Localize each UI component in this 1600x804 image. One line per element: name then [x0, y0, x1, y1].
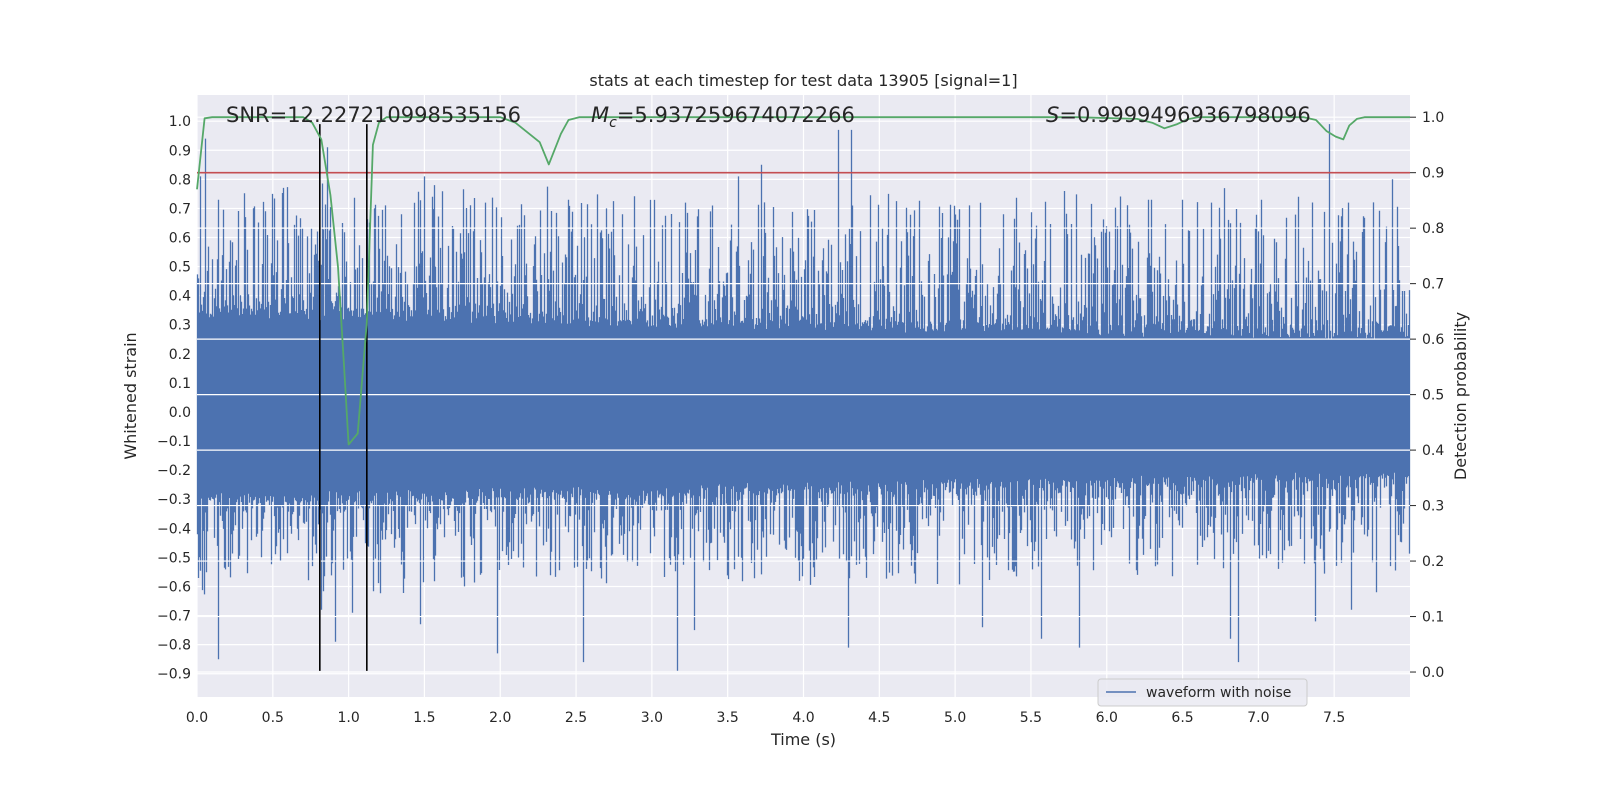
mc-value: =5.937259674072266	[617, 103, 855, 127]
x-tick-label: 6.5	[1171, 710, 1193, 726]
y-tick-label: 0.7	[169, 201, 191, 217]
y2-tick-label: 0.4	[1422, 443, 1444, 459]
y2-tick-label: 0.9	[1422, 166, 1444, 182]
tick-layer: 0.0 0.5 1.0 1.5 2.0 2.5 3.0 3.5 4.0 4.5 5.0 5.5 6.0 6…	[157, 110, 1444, 726]
x-tick-label: 5.0	[944, 710, 966, 726]
y-tick-label: 0.5	[169, 260, 191, 276]
y-tick-label: −0.4	[157, 521, 191, 537]
mc-symbol: M	[591, 103, 609, 127]
y-tick-label: −0.5	[157, 550, 191, 566]
s-symbol: S	[1046, 103, 1059, 127]
x-tick-label: 7.0	[1247, 710, 1269, 726]
chart-title: stats at each timestep for test data 139…	[589, 71, 1017, 90]
overlay-layer	[196, 116, 1410, 671]
x-tick-label: 1.0	[337, 710, 359, 726]
y-tick-label: 0.1	[169, 376, 191, 392]
s-value: =0.9999496936798096	[1059, 103, 1310, 127]
y2-tick-label: 0.2	[1422, 554, 1444, 570]
y-tick-label: 0.4	[169, 289, 191, 305]
y-tick-label: −0.9	[157, 667, 191, 683]
legend-box	[1097, 678, 1308, 707]
legend-label-waveform: waveform with noise	[1146, 685, 1291, 701]
x-tick-label: 2.5	[565, 710, 587, 726]
x-tick-label: 4.0	[792, 710, 814, 726]
mc-subscript: c	[609, 115, 617, 131]
y-tick-label: −0.2	[157, 463, 191, 479]
y2-axis-label: Detection probability	[1451, 312, 1470, 480]
x-tick-label: 5.5	[1020, 710, 1042, 726]
x-tick-label: 2.0	[489, 710, 511, 726]
y-tick-label: −0.8	[157, 638, 191, 654]
x-tick-label: 3.0	[641, 710, 663, 726]
y-tick-label: −0.6	[157, 579, 191, 595]
y-tick-label: 0.9	[169, 143, 191, 159]
y2-tick-label: 0.5	[1422, 388, 1444, 404]
x-tick-label: 0.5	[262, 710, 284, 726]
y-tick-label: 0.6	[169, 231, 191, 247]
chirp-mass-annotation: Mc=5.937259674072266	[591, 103, 855, 131]
series-detection-probability	[196, 116, 1410, 446]
y-tick-label: −0.7	[157, 609, 191, 625]
y2-tick-label: 0.1	[1422, 610, 1444, 626]
y-tick-label: −0.1	[157, 434, 191, 450]
y-tick-label: 0.3	[169, 318, 191, 334]
y2-tick-label: 0.7	[1422, 277, 1444, 293]
legend: waveform with noise	[1097, 678, 1308, 707]
y-axis-label: Whitened strain	[121, 332, 140, 459]
x-tick-label: 3.5	[717, 710, 739, 726]
y-tick-label: 0.8	[169, 172, 191, 188]
x-tick-label: 1.5	[413, 710, 435, 726]
x-tick-label: 6.0	[1096, 710, 1118, 726]
waveform-layer	[196, 124, 1411, 671]
snr-annotation: SNR=12.227210998535156	[226, 103, 521, 127]
x-tick-label: 7.5	[1323, 710, 1345, 726]
y-tick-label: 0.2	[169, 347, 191, 363]
series-waveform-with-noise	[196, 124, 1411, 671]
x-tick-label: 4.5	[868, 710, 890, 726]
y-tick-label: 1.0	[169, 114, 191, 130]
y2-tick-label: 0.3	[1422, 499, 1444, 515]
y2-tick-label: 1.0	[1422, 110, 1444, 126]
y2-tick-label: 0.0	[1422, 665, 1444, 681]
s-annotation: S=0.9999496936798096	[1046, 103, 1311, 127]
y-tick-label: 0.0	[169, 405, 191, 421]
x-axis-label: Time (s)	[770, 730, 836, 749]
y2-tick-label: 0.8	[1422, 221, 1444, 237]
x-tick-label: 0.0	[186, 710, 208, 726]
y2-tick-label: 0.6	[1422, 332, 1444, 348]
y-tick-label: −0.3	[157, 492, 191, 508]
